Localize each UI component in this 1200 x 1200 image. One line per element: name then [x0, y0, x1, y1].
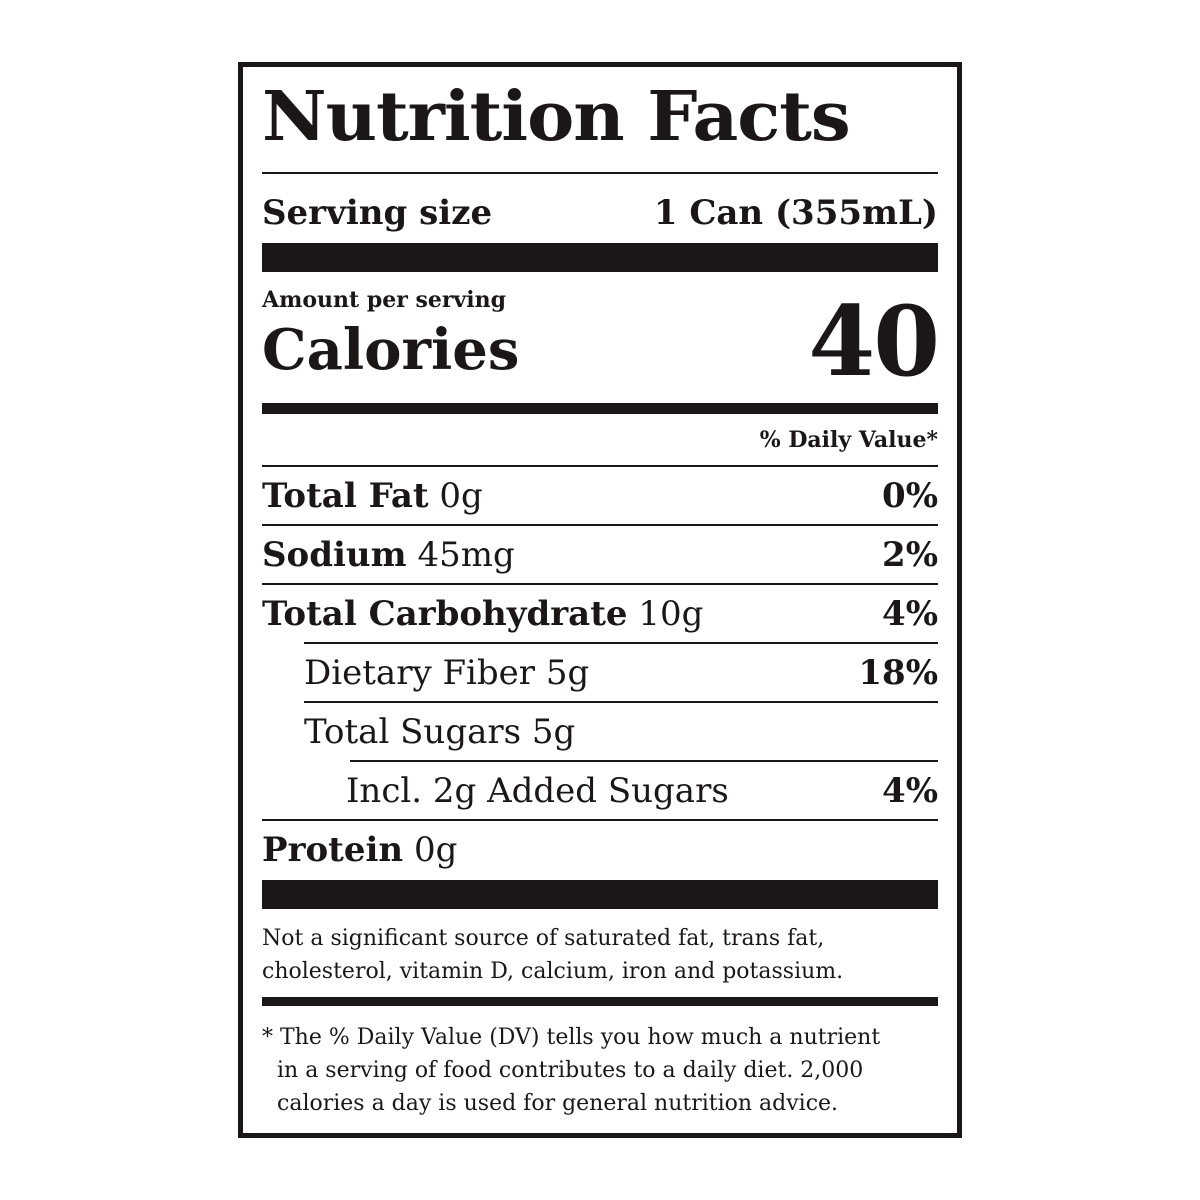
- nutrient-row-total-sugars: Total Sugars 5g: [262, 703, 938, 761]
- daily-value-header: % Daily Value*: [759, 427, 938, 453]
- nutrient-dv: 4%: [882, 594, 938, 634]
- divider: [262, 172, 938, 174]
- note-line: Not a significant source of saturated fa…: [262, 926, 825, 951]
- divider: [350, 760, 938, 762]
- divider: [304, 642, 938, 644]
- divider: [304, 701, 938, 703]
- nutrient-name: Sodium: [262, 535, 407, 575]
- nutrient-dv: 18%: [858, 653, 938, 693]
- nutrient-row-added-sugars: Incl. 2g Added Sugars 4%: [262, 762, 938, 820]
- nutrition-facts-label: Nutrition Facts Serving size 1 Can (355m…: [238, 62, 962, 1138]
- divider: [262, 583, 938, 585]
- divider: [262, 465, 938, 467]
- nutrient-name: Total Carbohydrate: [262, 594, 628, 634]
- not-significant-note: Not a significant source of saturated fa…: [262, 922, 843, 988]
- title: Nutrition Facts: [262, 77, 851, 157]
- nutrient-name: Dietary Fiber 5g: [304, 653, 590, 693]
- nutrient-row-protein: Protein 0g: [262, 821, 938, 879]
- nutrient-amount: 45mg: [417, 535, 515, 575]
- amount-per-serving: Amount per serving: [262, 287, 506, 313]
- thick-divider: [262, 243, 938, 272]
- nutrient-dv: 0%: [882, 476, 938, 516]
- nutrient-dv: 2%: [882, 535, 938, 575]
- nutrient-row-dietary-fiber: Dietary Fiber 5g 18%: [262, 644, 938, 702]
- serving-size-label: Serving size: [262, 193, 493, 233]
- nutrient-name: Incl. 2g Added Sugars: [346, 771, 729, 811]
- nutrient-dv: 4%: [882, 771, 938, 811]
- nutrient-row-total-carbohydrate: Total Carbohydrate 10g 4%: [262, 585, 938, 643]
- nutrient-name: Total Sugars 5g: [304, 712, 576, 752]
- serving-size-value: 1 Can (355mL): [653, 193, 938, 233]
- thick-divider: [262, 403, 938, 414]
- nutrient-amount: 0g: [413, 830, 458, 870]
- nutrient-amount: 0g: [439, 476, 483, 516]
- note-line: cholesterol, vitamin D, calcium, iron an…: [262, 959, 844, 984]
- nutrient-row-sodium: Sodium 45mg 2%: [262, 526, 938, 584]
- daily-value-footnote: * The % Daily Value (DV) tells you how m…: [262, 1021, 880, 1120]
- divider: [262, 524, 938, 526]
- nutrient-name: Protein: [262, 830, 404, 870]
- nutrient-row-total-fat: Total Fat 0g 0%: [262, 467, 938, 525]
- calories-value: 40: [808, 285, 940, 398]
- footnote-line: * The % Daily Value (DV) tells you how m…: [262, 1025, 881, 1050]
- nutrient-amount: 10g: [638, 594, 704, 634]
- serving-size-row: Serving size 1 Can (355mL): [262, 184, 938, 242]
- calories-label: Calories: [262, 317, 520, 383]
- footnote-line: in a serving of food contributes to a da…: [277, 1058, 864, 1083]
- divider: [262, 819, 938, 821]
- thick-divider: [262, 880, 938, 909]
- thick-divider: [262, 997, 938, 1006]
- nutrient-name: Total Fat: [262, 476, 429, 516]
- footnote-line: calories a day is used for general nutri…: [277, 1091, 839, 1116]
